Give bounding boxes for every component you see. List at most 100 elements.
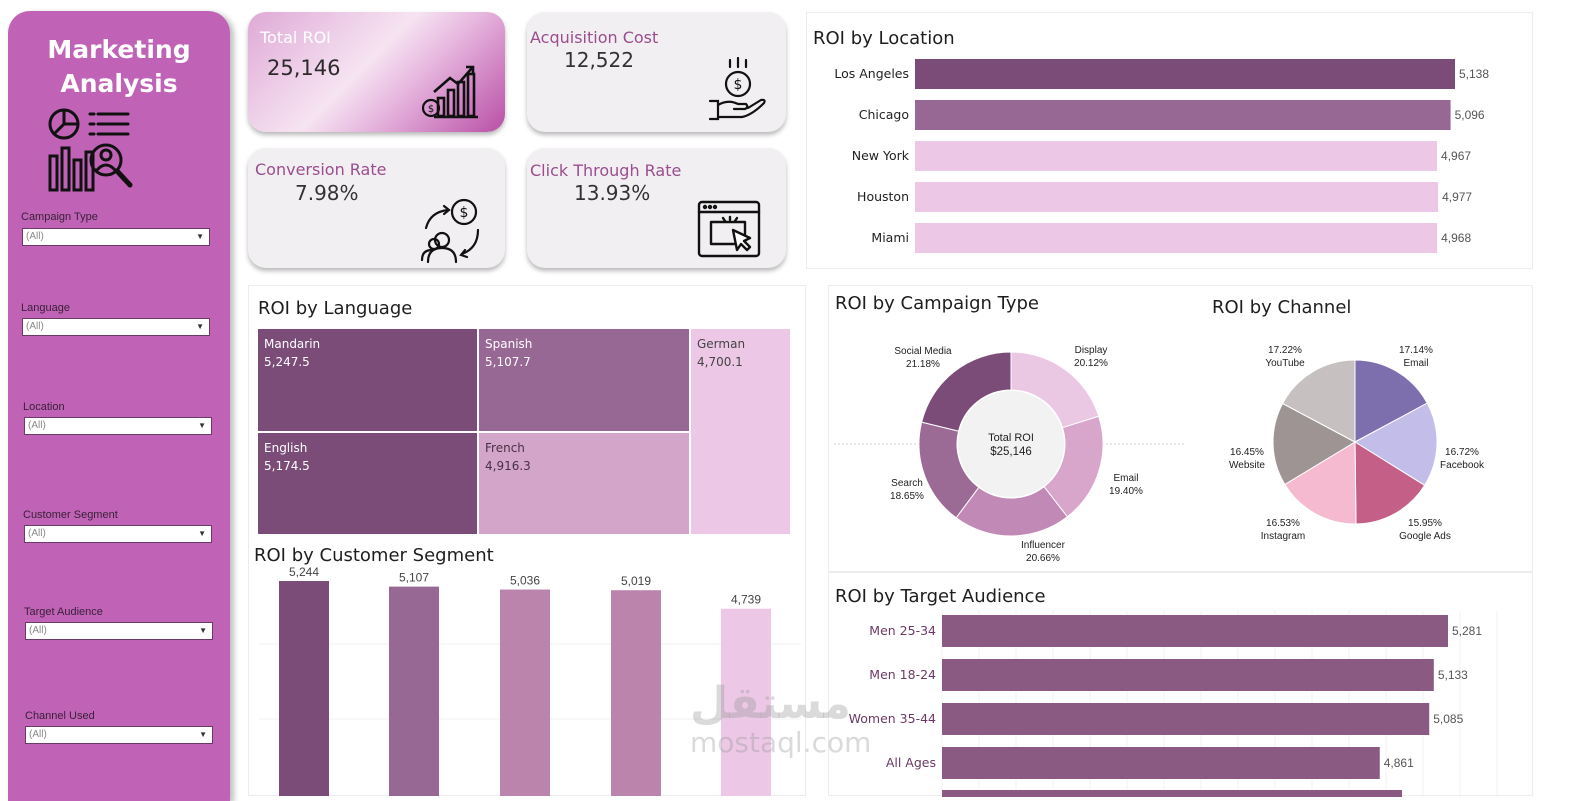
kpi-acquisition-cost: Acquisition Cost 12,522 $ [527, 12, 786, 132]
kpi-value: 7.98% [295, 181, 359, 205]
language-select[interactable]: (All) ▼ [22, 318, 210, 336]
cell-value: 5,107.7 [485, 355, 531, 369]
location-select[interactable]: (All) ▼ [24, 417, 212, 435]
kpi-value: 13.93% [574, 181, 651, 205]
segment-bar[interactable] [500, 589, 550, 796]
audience-bar[interactable] [942, 703, 1430, 735]
slice-label: 16.72% [1445, 447, 1479, 458]
pie-slice[interactable] [1354, 441, 1426, 525]
campaign-type-select[interactable]: (All) ▼ [22, 228, 210, 246]
slice-label: Facebook [1440, 460, 1485, 471]
filter-label-location: Location [23, 401, 65, 413]
location-bar[interactable] [915, 100, 1451, 130]
slice-label: 19.40% [1109, 486, 1143, 497]
cell-label: Mandarin [264, 337, 321, 351]
slice-label: Influencer [1021, 540, 1066, 551]
svg-text:$: $ [460, 205, 469, 221]
segment-bar[interactable] [611, 590, 661, 796]
treemap-cell-spanish[interactable]: Spanish 5,107.7 [478, 328, 690, 432]
watermark-arabic: مستقل [690, 678, 851, 729]
bar-value-label: 4,968 [1441, 231, 1471, 245]
location-value: (All) [28, 420, 46, 431]
kpi-click-through-rate: Click Through Rate 13.93% [527, 148, 786, 268]
bar-category-label: New York [852, 148, 910, 163]
money-hand-icon: $ [708, 57, 766, 121]
title-line-1: Marketing [47, 35, 191, 64]
treemap-cell-french[interactable]: French 4,916.3 [478, 432, 690, 535]
chart-title: ROI by Customer Segment [254, 545, 494, 566]
slice-label: Display [1075, 345, 1108, 356]
bar-value-label: 5,019 [621, 574, 651, 588]
slice-label: 20.66% [1026, 553, 1060, 564]
kpi-label: Click Through Rate [530, 161, 682, 180]
customer-segment-select[interactable]: (All) ▼ [24, 525, 212, 543]
bar-value-label: 4,967 [1441, 149, 1471, 163]
channel-used-select[interactable]: (All) ▼ [25, 726, 213, 744]
slice-label: Email [1113, 473, 1138, 484]
slice-label: Email [1403, 358, 1428, 369]
location-bar[interactable] [915, 141, 1438, 171]
slice-label: 20.12% [1074, 358, 1108, 369]
kpi-conversion-rate: Conversion Rate 7.98% $ [248, 148, 505, 268]
target-audience-bar-chart: Men 25-34 5,281 Men 18-24 5,133 Women 35-44 5… [849, 611, 1498, 797]
treemap-cell-english[interactable]: English 5,174.5 [257, 432, 478, 535]
channel-used-value: (All) [29, 729, 47, 740]
location-bar[interactable] [915, 182, 1439, 212]
audience-bar[interactable] [942, 615, 1448, 647]
cell-value: 5,174.5 [264, 459, 310, 473]
target-audience-select[interactable]: (All) ▼ [25, 622, 213, 640]
bar-category-label: Los Angeles [834, 66, 909, 81]
location-bar[interactable] [915, 223, 1438, 253]
donut-center-label: Total ROI [988, 432, 1034, 444]
kpi-value: 12,522 [564, 48, 634, 72]
slice-label: 15.95% [1408, 518, 1442, 529]
slice-label: 18.65% [890, 491, 924, 502]
segment-bar[interactable] [279, 581, 329, 796]
watermark: مستقل mostaql.com [690, 680, 871, 758]
kpi-label: Conversion Rate [255, 160, 387, 179]
dashboard-title: Marketing Analysis [8, 33, 230, 101]
campaign-type-value: (All) [26, 231, 44, 242]
audience-bar[interactable] [942, 747, 1380, 779]
segment-bar[interactable] [389, 586, 439, 796]
chevron-down-icon[interactable]: ▼ [196, 232, 204, 241]
treemap-cell-german[interactable]: German 4,700.1 [690, 328, 791, 535]
pie-slice[interactable] [1284, 441, 1357, 525]
audience-bar[interactable] [942, 790, 1402, 797]
cell-value: 5,247.5 [264, 355, 310, 369]
language-treemap: Mandarin 5,247.5 Spanish 5,107.7 German … [257, 328, 791, 535]
audience-bar[interactable] [942, 659, 1434, 691]
chevron-down-icon[interactable]: ▼ [199, 626, 207, 635]
segment-bar[interactable] [721, 608, 771, 796]
bar-value-label: 5,244 [289, 566, 319, 579]
bar-category-label: Miami [871, 230, 909, 245]
bar-category-label: All Ages [886, 755, 936, 770]
bar-value-label: 4,861 [1384, 756, 1414, 770]
bar-value-label: 5,133 [1438, 668, 1468, 682]
chevron-down-icon[interactable]: ▼ [198, 421, 206, 430]
cell-label: French [485, 441, 525, 455]
pie-slice[interactable] [1281, 359, 1356, 443]
treemap-cell-mandarin[interactable]: Mandarin 5,247.5 [257, 328, 478, 432]
pie-slice[interactable] [1354, 402, 1438, 487]
sidebar: Marketing Analysis Campaign Type (All) ▼ … [8, 11, 230, 801]
bar-value-label: 5,096 [1455, 108, 1485, 122]
chevron-down-icon[interactable]: ▼ [196, 322, 204, 331]
slice-label: 21.18% [906, 359, 940, 370]
bar-category-label: Men 18-24 [869, 667, 936, 682]
cell-label: German [697, 337, 746, 351]
donut-slice[interactable] [921, 351, 1012, 432]
location-bar-chart: Los Angeles 5,138 Chicago 5,096 New York 4,96… [834, 59, 1489, 253]
chart-title: ROI by Target Audience [835, 586, 1046, 607]
bar-category-label: Chicago [859, 107, 909, 122]
click-browser-icon [697, 200, 761, 258]
bar-category-label: Houston [857, 189, 909, 204]
location-bar[interactable] [915, 59, 1455, 89]
chevron-down-icon[interactable]: ▼ [198, 529, 206, 538]
pie-slice[interactable] [1272, 402, 1357, 486]
kpi-value: 25,146 [267, 56, 341, 80]
conversion-icon: $ [420, 198, 480, 264]
cell-value: 4,916.3 [485, 459, 531, 473]
pie-slice[interactable] [1354, 359, 1428, 443]
chevron-down-icon[interactable]: ▼ [199, 730, 207, 739]
